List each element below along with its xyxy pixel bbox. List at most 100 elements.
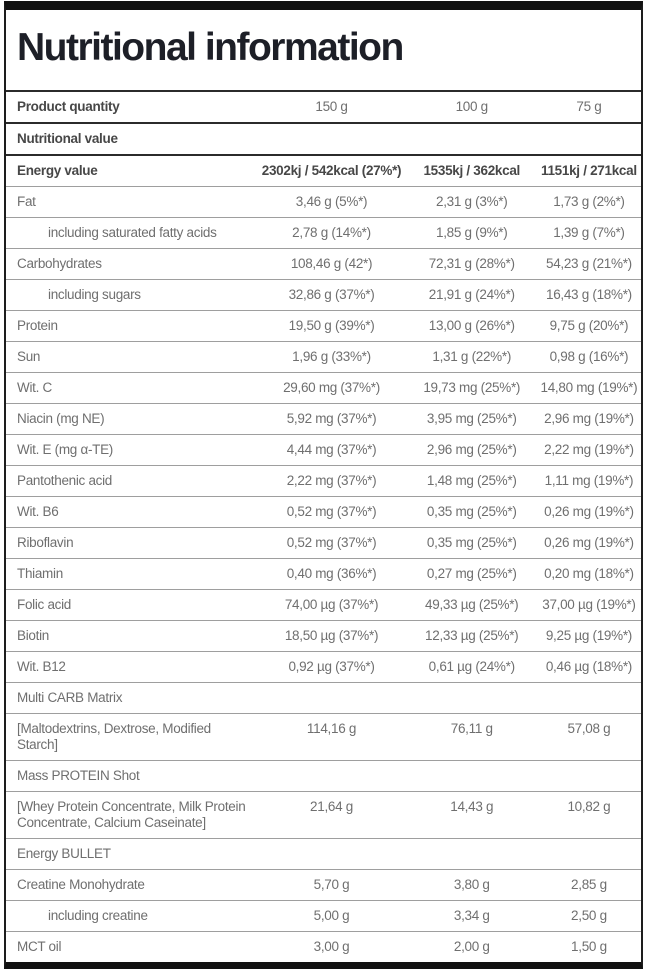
row-value: 3,34 g: [453, 908, 490, 923]
table-row: Biotin 18,50 µg (37%*) 12,33 µg (25%*) 9…: [6, 621, 641, 652]
row-value: 1,31 g (22%*): [432, 349, 512, 364]
row-value: 0,35 mg (25%*): [426, 535, 517, 550]
row-value: 76,11 g: [450, 721, 493, 736]
table-row: [Whey Protein Concentrate, Milk Protein …: [6, 792, 641, 839]
row-value: 29,60 mg (37%*): [283, 380, 380, 395]
row-value: 14,43 g: [450, 799, 494, 814]
table-row: Fat 3,46 g (5%*) 2,31 g (3%*) 1,73 g (2%…: [6, 187, 641, 218]
table-row: Creatine Monohydrate 5,70 g 3,80 g 2,85 …: [6, 870, 641, 901]
row-value: 1,39 g (7%*): [553, 225, 625, 240]
section-label: Energy BULLET: [17, 846, 111, 861]
row-value: 21,64 g: [310, 799, 353, 814]
quantity-column-header: 75 g: [576, 99, 602, 114]
row-value: 2,00 g: [453, 939, 490, 954]
table-row: including creatine 5,00 g 3,34 g 2,50 g: [6, 901, 641, 932]
row-value: 19,50 g (39%*): [288, 318, 375, 333]
row-value: 10,82 g: [567, 799, 611, 814]
row-value: 3,95 mg (25%*): [426, 411, 517, 426]
table-row: Energy value 2302kj / 542kcal (27%*) 153…: [6, 155, 641, 187]
table-row: Carbohydrates 108,46 g (42*) 72,31 g (28…: [6, 249, 641, 280]
row-value: 108,46 g (42*): [290, 256, 373, 271]
row-value: 49,33 µg (25%*): [425, 597, 519, 612]
section-row: Multi CARB Matrix: [6, 683, 641, 714]
table-row: Niacin (mg NE) 5,92 mg (37%*) 3,95 mg (2…: [6, 404, 641, 435]
row-value: 37,00 µg (19%*): [542, 597, 636, 612]
row-value: 57,08 g: [567, 721, 611, 736]
row-value: 0,92 µg (37%*): [288, 659, 375, 674]
row-label: Sun: [17, 349, 41, 364]
row-value: 3,00 g: [313, 939, 350, 954]
row-value: 114,16 g: [306, 721, 357, 736]
table-row: Protein 19,50 g (39%*) 13,00 g (26%*) 9,…: [6, 311, 641, 342]
row-label: Energy value: [17, 163, 98, 178]
row-label: Pantothenic acid: [17, 473, 113, 488]
row-label: Fat: [17, 194, 36, 209]
row-value: 2302kj / 542kcal (27%*): [261, 163, 402, 178]
row-value: 1151kj / 271kcal: [541, 163, 637, 178]
row-label: Carbohydrates: [17, 256, 102, 271]
table-row: Riboflavin 0,52 mg (37%*) 0,35 mg (25%*)…: [6, 528, 641, 559]
row-value: 12,33 µg (25%*): [425, 628, 519, 643]
row-value: 0,26 mg (19%*): [544, 504, 634, 519]
table-row: including sugars 32,86 g (37%*) 21,91 g …: [6, 280, 641, 311]
row-label: Riboflavin: [17, 535, 74, 550]
row-value: 3,46 g (5%*): [295, 194, 368, 209]
row-label: including sugars: [48, 287, 141, 302]
row-value: 0,98 g (16%*): [549, 349, 629, 364]
row-value: 1,96 g (33%*): [292, 349, 371, 364]
table-row: Wit. B12 0,92 µg (37%*) 0,61 µg (24%*) 0…: [6, 652, 641, 683]
nutrition-panel: Nutritional information Product quantity…: [4, 1, 643, 969]
row-value: 5,70 g: [313, 877, 350, 892]
table-row: Pantothenic acid 2,22 mg (37%*) 1,48 mg …: [6, 466, 641, 497]
table-row: Wit. C 29,60 mg (37%*) 19,73 mg (25%*) 1…: [6, 373, 641, 404]
row-value: 9,25 µg (19%*): [545, 628, 632, 643]
row-value: 0,27 mg (25%*): [426, 566, 517, 581]
section-row: Energy BULLET: [6, 839, 641, 870]
row-value: 14,80 mg (19%*): [540, 380, 638, 395]
row-value: 1,11 mg (19%*): [544, 473, 634, 488]
row-value: 2,22 mg (19%*): [544, 442, 634, 457]
table-row: Folic acid 74,00 µg (37%*) 49,33 µg (25%…: [6, 590, 641, 621]
section-row: Nutritional value: [6, 123, 641, 155]
row-label: MCT oil: [17, 939, 62, 954]
row-value: 4,44 mg (37%*): [286, 442, 377, 457]
section-row: Mass PROTEIN Shot: [6, 761, 641, 792]
table-row: Thiamin 0,40 mg (36%*) 0,27 mg (25%*) 0,…: [6, 559, 641, 590]
row-label: Wit. B6: [17, 504, 59, 519]
section-label: Multi CARB Matrix: [17, 690, 123, 705]
row-value: 1,48 mg (25%*): [426, 473, 517, 488]
table-row: Sun 1,96 g (33%*) 1,31 g (22%*) 0,98 g (…: [6, 342, 641, 373]
row-value: 74,00 µg (37%*): [284, 597, 379, 612]
row-value: 3,80 g: [453, 877, 490, 892]
row-label: Creatine Monohydrate: [17, 877, 145, 892]
row-label: Wit. E (mg α-TE): [17, 442, 113, 457]
row-value: 0,61 µg (24%*): [428, 659, 515, 674]
row-value: 0,52 mg (37%*): [286, 504, 377, 519]
row-label: including saturated fatty acids: [48, 225, 217, 240]
row-value: 0,46 µg (18%*): [545, 659, 632, 674]
nutrition-table: Product quantity 150 g 100 g 75 g Nutrit…: [6, 92, 641, 962]
row-value: 0,35 mg (25%*): [426, 504, 517, 519]
row-value: 9,75 g (20%*): [549, 318, 629, 333]
row-label: Wit. C: [17, 380, 52, 395]
table-row: Wit. B6 0,52 mg (37%*) 0,35 mg (25%*) 0,…: [6, 497, 641, 528]
row-value: 1,85 g (9%*): [436, 225, 508, 240]
section-label: Mass PROTEIN Shot: [17, 768, 140, 783]
row-value: 2,78 g (14%*): [292, 225, 371, 240]
row-value: 2,96 mg (19%*): [544, 411, 634, 426]
row-value: 1,50 g: [571, 939, 607, 954]
row-value: 0,40 mg (36%*): [286, 566, 377, 581]
row-value: 2,50 g: [571, 908, 607, 923]
row-value: 54,23 g (21%*): [545, 256, 632, 271]
row-value: 5,92 mg (37%*): [286, 411, 377, 426]
quantity-column-header: 100 g: [455, 99, 489, 114]
row-label: Thiamin: [17, 566, 63, 581]
product-quantity-label: Product quantity: [17, 99, 120, 114]
table-row: [Maltodextrins, Dextrose, Modified Starc…: [6, 714, 641, 761]
row-value: 32,86 g (37%*): [288, 287, 375, 302]
table-title-bar: Nutritional information: [6, 10, 641, 92]
row-value: 21,91 g (24%*): [428, 287, 515, 302]
row-value: 13,00 g (26%*): [428, 318, 515, 333]
row-value: 0,26 mg (19%*): [544, 535, 634, 550]
table-row: Wit. E (mg α-TE) 4,44 mg (37%*) 2,96 mg …: [6, 435, 641, 466]
